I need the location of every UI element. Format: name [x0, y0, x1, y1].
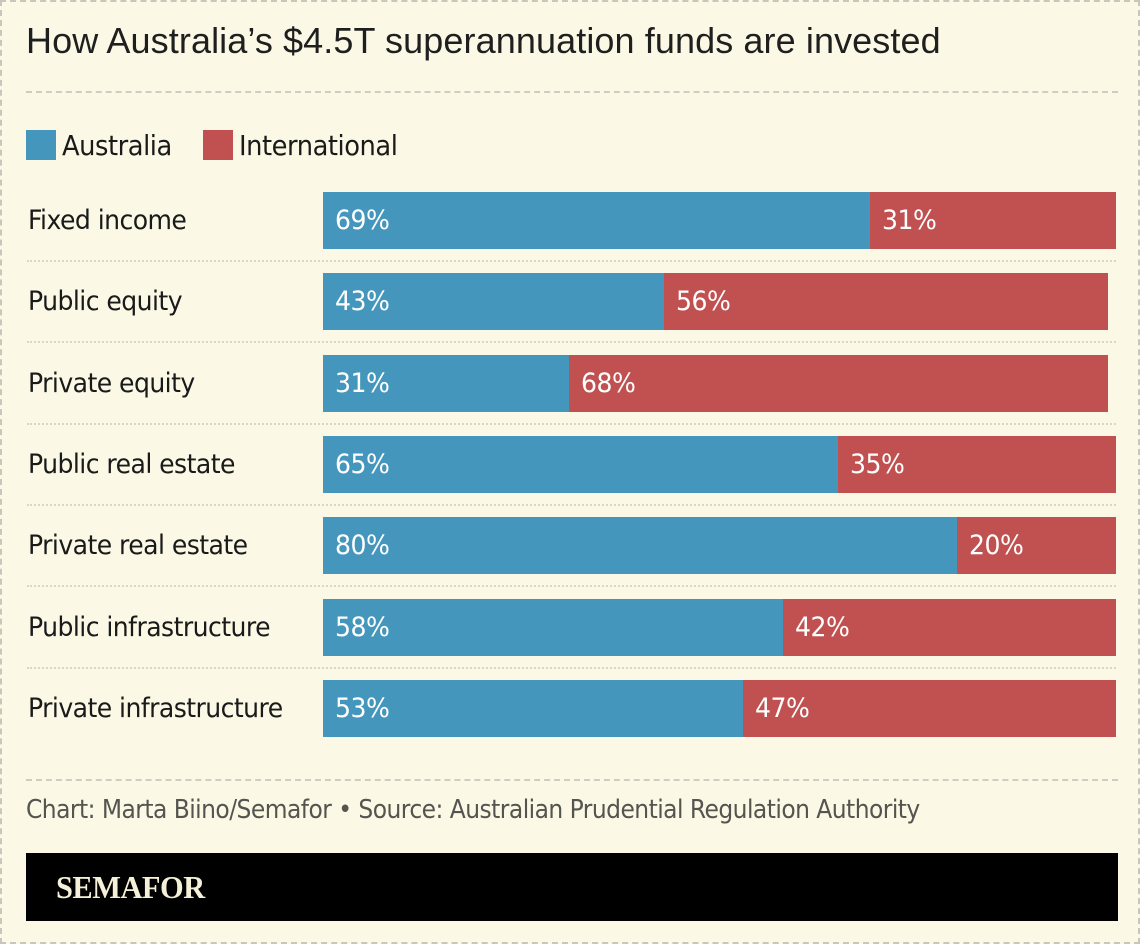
- legend-item-australia: Australia: [26, 129, 181, 162]
- value-label-australia: 65%: [335, 449, 390, 480]
- legend-label-australia: Australia: [62, 128, 172, 162]
- value-label-international: 31%: [882, 205, 937, 236]
- bar-segment-international: 42%: [783, 599, 1116, 656]
- legend-label-international: International: [239, 128, 398, 162]
- category-label: Public infrastructure: [28, 612, 271, 643]
- row-separator: [27, 260, 1116, 262]
- value-label-australia: 31%: [335, 368, 390, 399]
- bar-row: Public real estate 65% 35%: [2, 436, 1140, 493]
- bar-row: Public infrastructure 58% 42%: [2, 599, 1140, 656]
- bar-segment-international: 56%: [664, 273, 1108, 330]
- row-separator: [27, 423, 1116, 425]
- value-label-international: 47%: [755, 693, 810, 724]
- chart-title: How Australia’s $4.5T superannuation fun…: [26, 20, 941, 61]
- value-label-international: 56%: [676, 286, 731, 317]
- bar-segment-international: 68%: [569, 355, 1108, 412]
- bar-row: Fixed income 69% 31%: [2, 192, 1140, 249]
- row-separator: [27, 504, 1116, 506]
- bar-segment-australia: 69%: [323, 192, 870, 249]
- value-label-international: 35%: [850, 449, 905, 480]
- footer-divider: [26, 779, 1118, 781]
- bar-segment-international: 20%: [957, 517, 1116, 574]
- title-divider: [26, 91, 1118, 93]
- legend: Australia International: [26, 129, 434, 162]
- value-label-australia: 80%: [335, 530, 390, 561]
- bar-row: Public equity 43% 56%: [2, 273, 1140, 330]
- value-label-australia: 53%: [335, 693, 390, 724]
- bar-row: Private infrastructure 53% 47%: [2, 680, 1140, 737]
- category-label: Public real estate: [28, 449, 235, 480]
- bar-segment-international: 31%: [870, 192, 1116, 249]
- category-label: Private infrastructure: [28, 693, 283, 724]
- bar-segment-australia: 65%: [323, 436, 838, 493]
- legend-swatch-australia: [26, 130, 56, 160]
- category-label: Private equity: [28, 368, 195, 399]
- category-label: Fixed income: [28, 205, 187, 236]
- bar-segment-international: 35%: [838, 436, 1116, 493]
- bar-segment-australia: 53%: [323, 680, 743, 737]
- row-separator: [27, 341, 1116, 343]
- value-label-australia: 69%: [335, 205, 390, 236]
- value-label-australia: 58%: [335, 612, 390, 643]
- bar-segment-australia: 80%: [323, 517, 957, 574]
- bar-segment-australia: 58%: [323, 599, 783, 656]
- bar-segment-international: 47%: [743, 680, 1116, 737]
- category-label: Public equity: [28, 286, 183, 317]
- row-separator: [27, 667, 1116, 669]
- row-separator: [27, 585, 1116, 587]
- value-label-australia: 43%: [335, 286, 390, 317]
- bar-segment-australia: 43%: [323, 273, 664, 330]
- value-label-international: 20%: [969, 530, 1024, 561]
- brand-logo: SEMAFOR: [56, 869, 205, 905]
- bar-row: Private real estate 80% 20%: [2, 517, 1140, 574]
- value-label-international: 68%: [581, 368, 636, 399]
- brand-footer: SEMAFOR: [26, 853, 1118, 921]
- value-label-international: 42%: [795, 612, 850, 643]
- bar-row: Private equity 31% 68%: [2, 355, 1140, 412]
- legend-item-international: International: [203, 129, 411, 162]
- category-label: Private real estate: [28, 530, 248, 561]
- chart-credit: Chart: Marta Biino/Semafor • Source: Aus…: [26, 795, 920, 825]
- legend-swatch-international: [203, 130, 234, 160]
- bar-segment-australia: 31%: [323, 355, 569, 412]
